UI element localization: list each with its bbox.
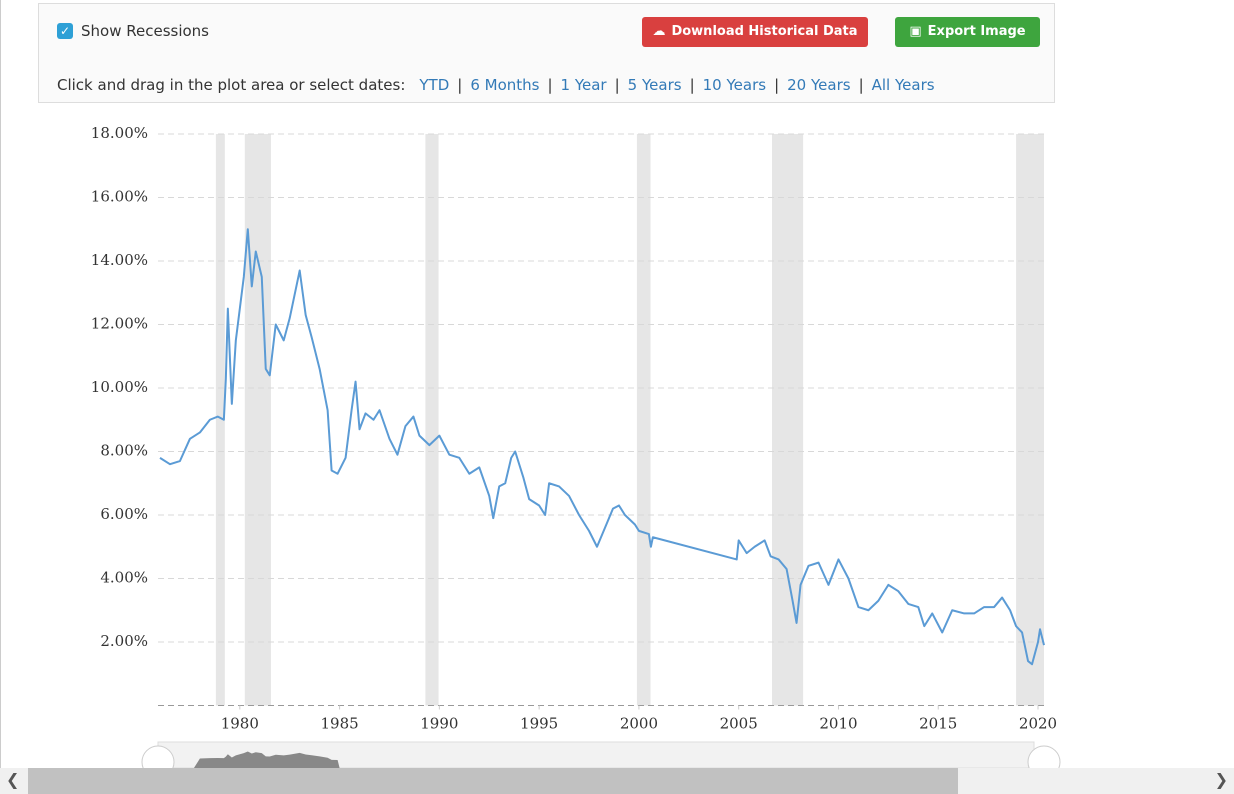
- export-label: Export Image: [927, 24, 1026, 39]
- separator: |: [457, 76, 463, 94]
- rate-line: [159, 228, 1045, 666]
- range-link[interactable]: 6 Months: [470, 76, 540, 94]
- range-link[interactable]: All Years: [871, 76, 935, 94]
- navigator-series: [193, 751, 340, 768]
- x-tick-label: 2010: [819, 715, 857, 733]
- y-tick-label: 18.00%: [91, 124, 148, 142]
- x-tick-label: 1995: [520, 715, 558, 733]
- y-tick-label: 2.00%: [100, 632, 148, 650]
- x-tick-label: 2020: [1019, 715, 1057, 733]
- recession-band: [772, 134, 804, 706]
- y-tick-label: 14.00%: [91, 251, 148, 269]
- range-row: Click and drag in the plot area or selec…: [57, 76, 935, 94]
- range-link[interactable]: YTD: [419, 76, 450, 94]
- separator: |: [858, 76, 864, 94]
- range-link[interactable]: 10 Years: [702, 76, 767, 94]
- export-button[interactable]: ▣ Export Image: [895, 17, 1040, 47]
- range-prompt: Click and drag in the plot area or selec…: [57, 76, 406, 94]
- separator: |: [614, 76, 620, 94]
- separator: |: [547, 76, 553, 94]
- range-link[interactable]: 5 Years: [627, 76, 682, 94]
- x-tick-label: 2005: [720, 715, 758, 733]
- recession-band: [215, 134, 225, 706]
- range-link[interactable]: 20 Years: [787, 76, 851, 94]
- control-panel: ✓ Show Recessions ☁ Download Historical D…: [38, 3, 1055, 103]
- y-tick-label: 6.00%: [100, 505, 148, 523]
- y-tick-label: 8.00%: [100, 442, 148, 460]
- recession-band: [425, 134, 439, 706]
- scroll-thumb[interactable]: [28, 768, 958, 794]
- x-tick-label: 1985: [320, 715, 358, 733]
- y-tick-label: 16.00%: [91, 188, 148, 206]
- recession-band: [244, 134, 271, 706]
- y-tick-label: 12.00%: [91, 315, 148, 333]
- x-tick-label: 2000: [620, 715, 658, 733]
- x-tick-label: 1980: [221, 715, 259, 733]
- scrollbar[interactable]: ❮ ❯: [0, 768, 1234, 794]
- download-label: Download Historical Data: [671, 24, 858, 39]
- download-button[interactable]: ☁ Download Historical Data: [642, 17, 868, 47]
- recession-band: [636, 134, 651, 706]
- separator: |: [774, 76, 780, 94]
- y-tick-label: 10.00%: [91, 378, 148, 396]
- scroll-left[interactable]: ❮: [6, 770, 20, 789]
- x-tick-label: 2015: [919, 715, 957, 733]
- recession-band: [1016, 134, 1044, 706]
- y-tick-label: 4.00%: [100, 569, 148, 587]
- range-link[interactable]: 1 Year: [560, 76, 607, 94]
- separator: |: [689, 76, 695, 94]
- left-border: [0, 0, 1, 794]
- scroll-right[interactable]: ❯: [1214, 770, 1228, 789]
- show-recessions-label[interactable]: Show Recessions: [81, 22, 209, 40]
- recessions-checkbox[interactable]: ✓: [57, 23, 73, 39]
- x-tick-label: 1990: [420, 715, 458, 733]
